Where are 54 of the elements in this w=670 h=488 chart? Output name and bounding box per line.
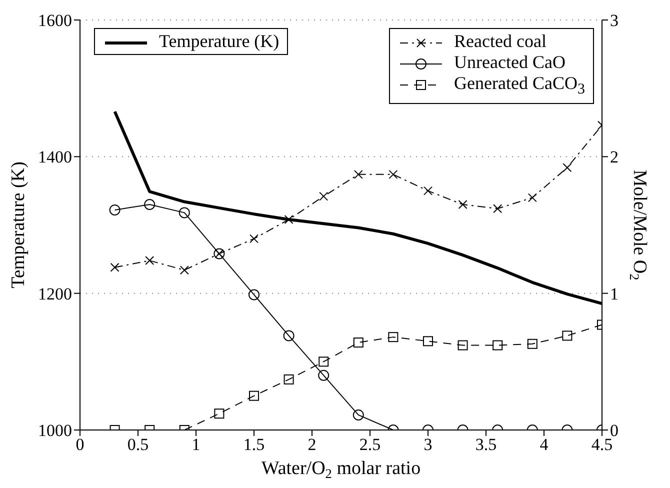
point xyxy=(562,163,572,172)
x-tick-label: 0 xyxy=(76,435,84,454)
point xyxy=(353,338,364,348)
y-tick-label: 1600 xyxy=(38,11,72,30)
x-tick-label: 4.5 xyxy=(591,435,613,454)
point xyxy=(250,234,258,244)
point xyxy=(562,330,572,341)
point xyxy=(283,330,294,342)
legend-label: Unreacted CaO xyxy=(454,52,566,72)
point xyxy=(423,336,433,346)
point xyxy=(424,186,432,196)
point xyxy=(110,262,120,272)
point xyxy=(388,332,398,342)
y2-tick-label: 1 xyxy=(610,284,618,304)
y-tick-label: 1200 xyxy=(38,284,72,304)
point xyxy=(180,266,189,275)
point xyxy=(319,192,328,201)
point xyxy=(214,408,224,419)
point xyxy=(249,390,259,401)
legend-label: Reacted coal xyxy=(454,31,546,51)
point xyxy=(318,356,329,367)
point xyxy=(145,256,154,266)
x-axis-title: Water/O$_{2}$ molar ratio xyxy=(261,458,421,481)
point xyxy=(493,204,502,214)
y2-tick-label: 0 xyxy=(610,421,618,440)
point xyxy=(528,193,537,202)
x-tick-label: 3 xyxy=(424,435,432,454)
y-axis-title: Temperature (K) xyxy=(8,162,29,288)
y2-tick-label: 3 xyxy=(610,11,618,30)
point xyxy=(458,340,468,350)
y-tick-label: 1000 xyxy=(38,421,72,440)
y-tick-label: 1400 xyxy=(38,148,72,167)
x-tick-label: 2.5 xyxy=(359,435,381,454)
y2-tick-label: 2 xyxy=(610,148,618,167)
point xyxy=(109,204,120,216)
point xyxy=(527,338,538,349)
point xyxy=(248,289,260,300)
point xyxy=(352,409,364,420)
point xyxy=(354,170,363,179)
point xyxy=(284,374,294,384)
point xyxy=(318,370,330,381)
x-tick-label: 4 xyxy=(540,435,549,454)
point xyxy=(458,200,468,209)
legend-label: Temperature (K) xyxy=(159,31,280,51)
x-tick-label: 3.5 xyxy=(475,435,497,454)
point xyxy=(492,340,503,350)
point xyxy=(144,199,156,210)
legend-label: Generated CaCO$_{3}$ xyxy=(454,73,585,98)
x-tick-label: 1.5 xyxy=(243,435,265,454)
point xyxy=(388,170,398,179)
point xyxy=(178,207,190,218)
x-tick-label: 0.5 xyxy=(127,435,149,454)
x-tick-label: 1 xyxy=(192,435,200,454)
x-tick-label: 2 xyxy=(308,435,316,454)
